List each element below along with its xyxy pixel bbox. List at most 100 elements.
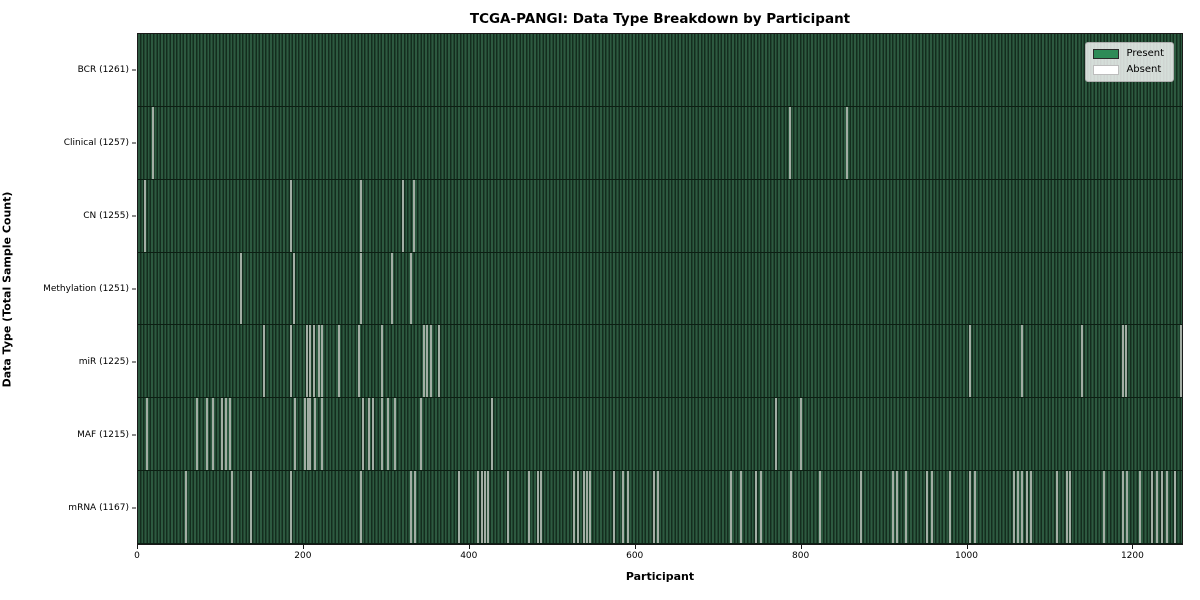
- absent-stripe: [410, 252, 413, 325]
- absent-stripe: [1166, 471, 1169, 543]
- absent-stripe: [1017, 471, 1020, 543]
- absent-stripe: [359, 471, 362, 543]
- row-band-methylation: [138, 252, 1182, 326]
- y-tick-mark: [132, 434, 136, 436]
- x-tick-mark: [302, 545, 304, 549]
- absent-stripe: [387, 398, 390, 471]
- absent-stripe: [430, 325, 433, 398]
- absent-stripe: [368, 398, 371, 471]
- x-tick-label-1000: 1000: [955, 551, 978, 561]
- absent-stripe: [627, 471, 630, 543]
- absent-stripe: [576, 471, 579, 543]
- absent-stripe: [759, 471, 762, 543]
- x-tick-label-200: 200: [294, 551, 312, 561]
- x-tick-label-600: 600: [626, 551, 644, 561]
- absent-stripe: [1021, 325, 1024, 398]
- chart-title: TCGA-PANGI: Data Type Breakdown by Parti…: [469, 11, 851, 27]
- absent-stripe: [1161, 471, 1164, 543]
- absent-stripe: [1056, 471, 1059, 543]
- absent-stripe: [537, 471, 540, 543]
- absent-stripe: [362, 398, 365, 471]
- absent-stripe: [290, 471, 293, 543]
- y-tick-mark: [132, 215, 136, 217]
- absent-stripe: [819, 471, 822, 543]
- absent-stripe: [969, 325, 972, 398]
- absent-stripe: [458, 471, 461, 543]
- absent-stripe: [484, 471, 487, 543]
- absent-stripe: [211, 398, 214, 471]
- absent-stripe: [657, 471, 660, 543]
- absent-stripe: [926, 471, 929, 543]
- absent-stripe: [1066, 471, 1069, 543]
- absent-stripe: [1030, 471, 1033, 543]
- absent-stripe: [380, 325, 383, 398]
- absent-stripe: [290, 179, 293, 252]
- absent-stripe: [308, 325, 311, 398]
- y-tick-label-bcr: BCR (1261): [77, 64, 129, 75]
- absent-stripe: [1151, 471, 1154, 543]
- absent-stripe: [487, 471, 490, 543]
- absent-stripe: [1013, 471, 1016, 543]
- legend-item-present: Present: [1093, 48, 1164, 60]
- absent-stripe: [420, 398, 423, 471]
- absent-stripe: [1156, 471, 1159, 543]
- absent-stripe: [969, 471, 972, 543]
- x-tick-mark: [800, 545, 802, 549]
- absent-stripe: [292, 252, 295, 325]
- x-tick-mark: [966, 545, 968, 549]
- row-band-mir: [138, 325, 1182, 399]
- absent-stripe: [312, 325, 315, 398]
- x-tick-mark: [634, 545, 636, 549]
- absent-stripe: [249, 471, 252, 543]
- y-tick-mark: [132, 361, 136, 363]
- legend-absent-swatch: [1093, 65, 1120, 75]
- x-tick-label-0: 0: [134, 551, 140, 561]
- absent-stripe: [480, 471, 483, 543]
- absent-stripe: [892, 471, 895, 543]
- absent-stripe: [507, 471, 510, 543]
- absent-stripe: [437, 325, 440, 398]
- y-tick-mark: [132, 288, 136, 290]
- absent-stripe: [143, 179, 146, 252]
- row-band-bcr: [138, 34, 1182, 107]
- absent-stripe: [320, 398, 323, 471]
- absent-stripe: [146, 398, 149, 471]
- y-tick-label-mir: miR (1225): [78, 357, 129, 368]
- absent-stripe: [412, 179, 415, 252]
- absent-stripe: [309, 398, 312, 471]
- absent-stripe: [1021, 471, 1024, 543]
- absent-stripe: [422, 325, 425, 398]
- absent-stripe: [1179, 325, 1182, 398]
- absent-stripe: [729, 471, 732, 543]
- absent-stripe: [263, 325, 265, 398]
- absent-stripe: [1121, 325, 1124, 398]
- legend-absent-label: Absent: [1126, 64, 1162, 75]
- legend-present-swatch: [1093, 49, 1120, 59]
- row-band-mrna: [138, 471, 1182, 544]
- y-tick-label-cn: CN (1255): [83, 210, 129, 221]
- y-axis-label: Data Type (Total Sample Count): [0, 191, 14, 388]
- absent-stripe: [585, 471, 588, 543]
- x-tick-mark: [137, 545, 138, 549]
- absent-stripe: [527, 471, 530, 543]
- absent-stripe: [931, 471, 934, 543]
- absent-stripe: [788, 106, 791, 179]
- absent-stripe: [205, 398, 208, 471]
- absent-stripe: [949, 471, 952, 543]
- absent-stripe: [573, 471, 576, 543]
- absent-stripe: [239, 252, 242, 325]
- absent-stripe: [1173, 471, 1176, 543]
- absent-stripe: [1122, 471, 1125, 543]
- absent-stripe: [306, 325, 309, 398]
- y-tick-mark: [132, 142, 136, 144]
- y-tick-label-methylation: Methylation (1251): [43, 284, 129, 294]
- row-band-clinical: [138, 106, 1182, 180]
- absent-stripe: [393, 398, 396, 471]
- absent-stripe: [1080, 325, 1083, 398]
- absent-stripe: [413, 471, 416, 543]
- absent-stripe: [290, 325, 293, 398]
- absent-stripe: [358, 325, 361, 398]
- absent-stripe: [896, 471, 899, 543]
- y-tick-label-maf: MAF (1215): [77, 430, 129, 441]
